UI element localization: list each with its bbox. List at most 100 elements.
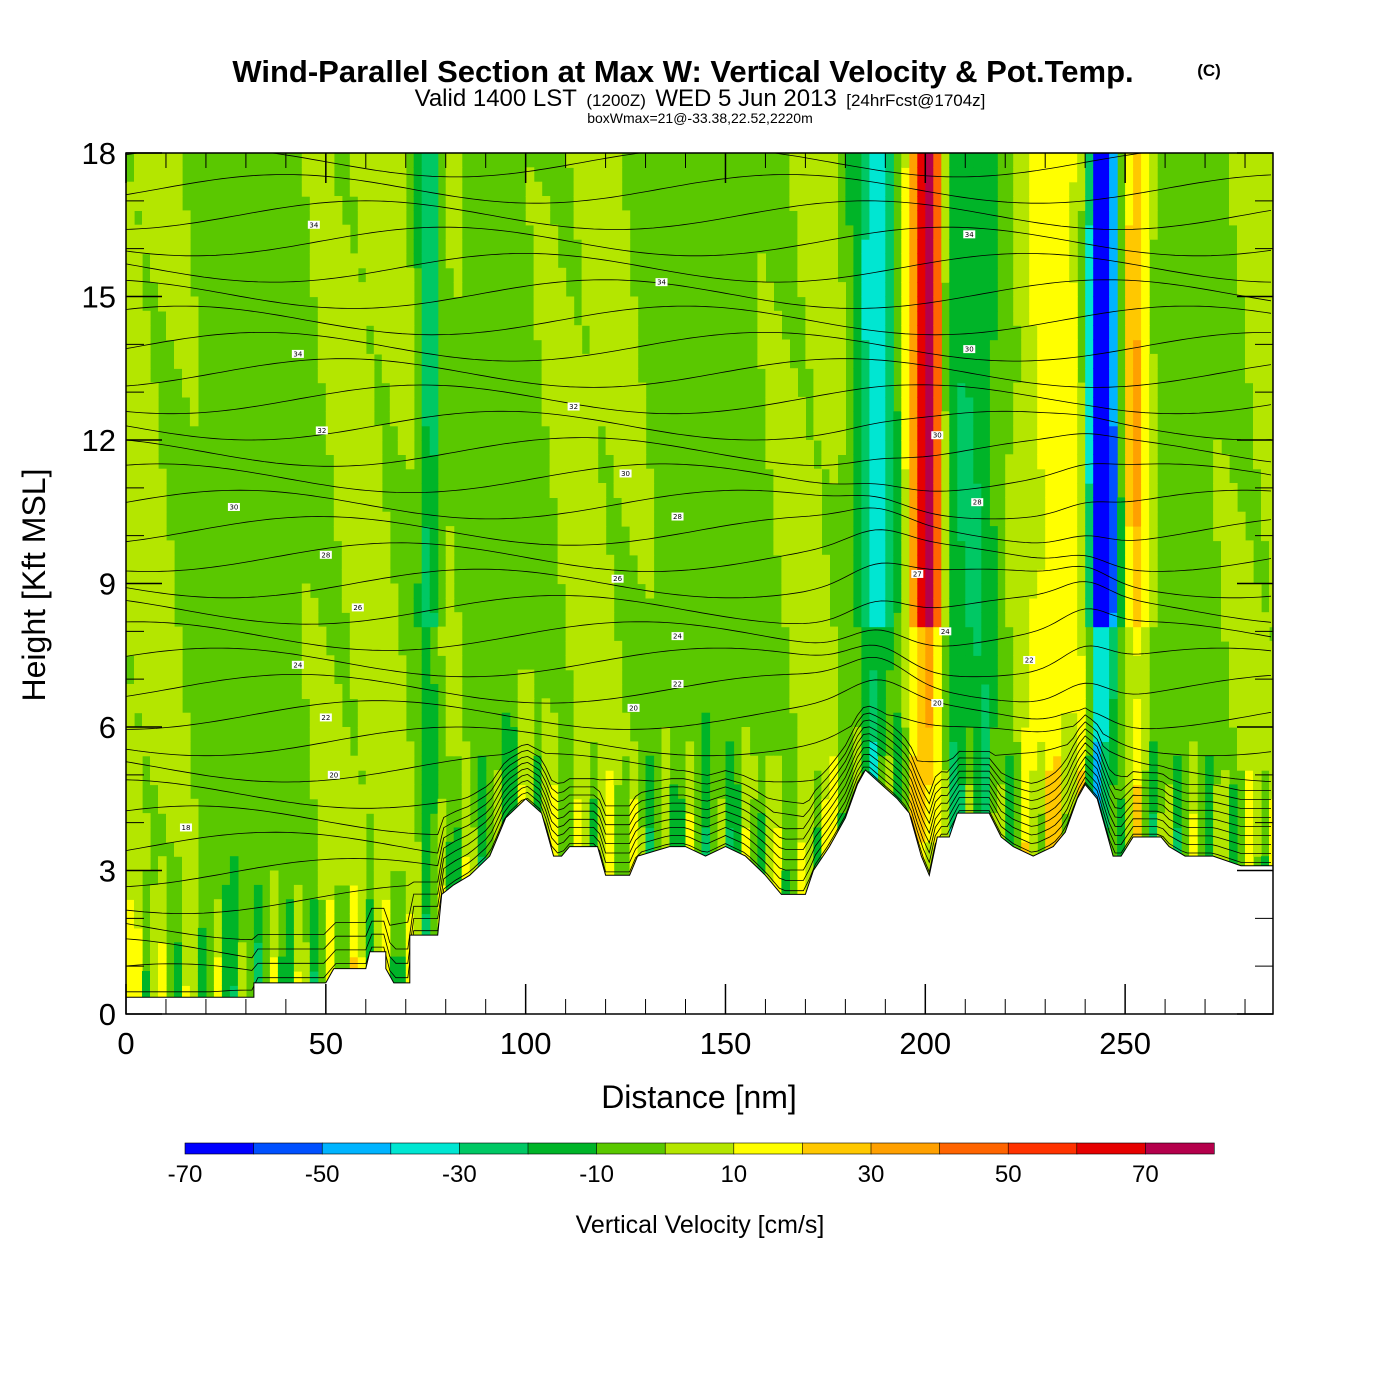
field-cell [1013, 583, 1022, 599]
field-cell [989, 181, 998, 197]
field-cell [166, 612, 175, 628]
field-cell [917, 425, 926, 441]
field-cell [397, 440, 407, 455]
field-cell [309, 913, 319, 929]
field-cell [861, 425, 870, 441]
field-cell [381, 770, 391, 786]
field-cell [925, 755, 934, 771]
field-cell [1029, 353, 1038, 369]
field-cell [581, 282, 591, 298]
field-cell [325, 239, 335, 255]
field-cell [965, 698, 974, 714]
field-cell [126, 712, 135, 728]
field-cell [134, 755, 143, 771]
field-cell [581, 239, 591, 255]
field-cell [1133, 181, 1142, 197]
field-cell [325, 684, 335, 699]
field-cell [869, 612, 878, 628]
field-cell [365, 927, 375, 943]
field-cell [1141, 454, 1150, 470]
field-cell [925, 339, 934, 355]
field-cell [333, 483, 343, 498]
field-cell [853, 497, 862, 513]
field-cell [797, 856, 806, 872]
field-cell [1061, 210, 1070, 226]
field-cell [1029, 253, 1038, 269]
field-cell [917, 511, 926, 527]
field-cell [957, 267, 966, 283]
field-cell [1077, 511, 1086, 527]
field-cell [134, 942, 143, 958]
field-cell [182, 325, 191, 341]
field-cell [629, 353, 639, 369]
field-cell [949, 798, 958, 814]
field-cell [869, 712, 878, 728]
field-cell [1165, 827, 1174, 843]
field-cell [333, 382, 343, 398]
field-cell [1045, 282, 1054, 298]
field-cell [126, 411, 135, 427]
field-cell [1125, 784, 1134, 800]
field-cell [429, 325, 439, 341]
field-cell [397, 425, 407, 441]
field-cell [829, 167, 838, 183]
field-cell [613, 712, 623, 728]
field-cell [861, 224, 870, 240]
field-cell [781, 396, 790, 412]
field-cell [869, 224, 878, 240]
field-cell [1149, 741, 1158, 757]
field-cell [1149, 425, 1158, 441]
field-cell [893, 569, 902, 585]
field-cell [557, 468, 567, 484]
field-cell [1037, 755, 1046, 771]
field-cell [765, 784, 774, 800]
field-cell [845, 167, 854, 183]
field-cell [637, 841, 647, 857]
field-cell [461, 770, 471, 786]
field-cell [941, 224, 950, 240]
field-cell [317, 856, 327, 872]
field-cell [661, 827, 671, 843]
field-cell [1045, 253, 1054, 269]
field-cell [837, 382, 846, 398]
field-cell [829, 425, 838, 441]
field-cell [126, 856, 135, 872]
field-cell [365, 741, 375, 757]
field-cell [853, 468, 862, 484]
field-cell [349, 325, 359, 341]
field-cell [365, 583, 375, 599]
field-cell [869, 339, 878, 355]
field-cell [765, 856, 774, 872]
field-cell [581, 612, 591, 628]
field-cell [421, 382, 431, 398]
field-cell [909, 698, 918, 714]
field-cell [341, 253, 351, 269]
field-cell [1109, 440, 1118, 455]
field-cell [893, 770, 902, 786]
field-cell [1005, 454, 1014, 470]
field-cell [565, 353, 575, 369]
field-cell [981, 396, 990, 412]
field-cell [853, 526, 862, 542]
field-cell [1085, 597, 1094, 613]
field-cell [1221, 798, 1230, 814]
field-cell [981, 755, 990, 771]
field-cell [1101, 684, 1110, 699]
field-cell [1037, 181, 1046, 197]
field-cell [1069, 483, 1078, 498]
field-cell [581, 583, 591, 599]
field-cell [853, 224, 862, 240]
field-cell [989, 267, 998, 283]
field-cell [941, 181, 950, 197]
field-cell [1053, 325, 1062, 341]
field-cell [757, 267, 766, 283]
field-cell [901, 640, 910, 656]
field-cell [805, 497, 814, 513]
field-cell [789, 483, 798, 498]
field-cell [549, 382, 559, 398]
field-cell [1141, 741, 1150, 757]
field-cell [357, 956, 367, 972]
field-cell [150, 196, 159, 211]
field-cell [1109, 526, 1118, 542]
field-cell [549, 770, 559, 786]
